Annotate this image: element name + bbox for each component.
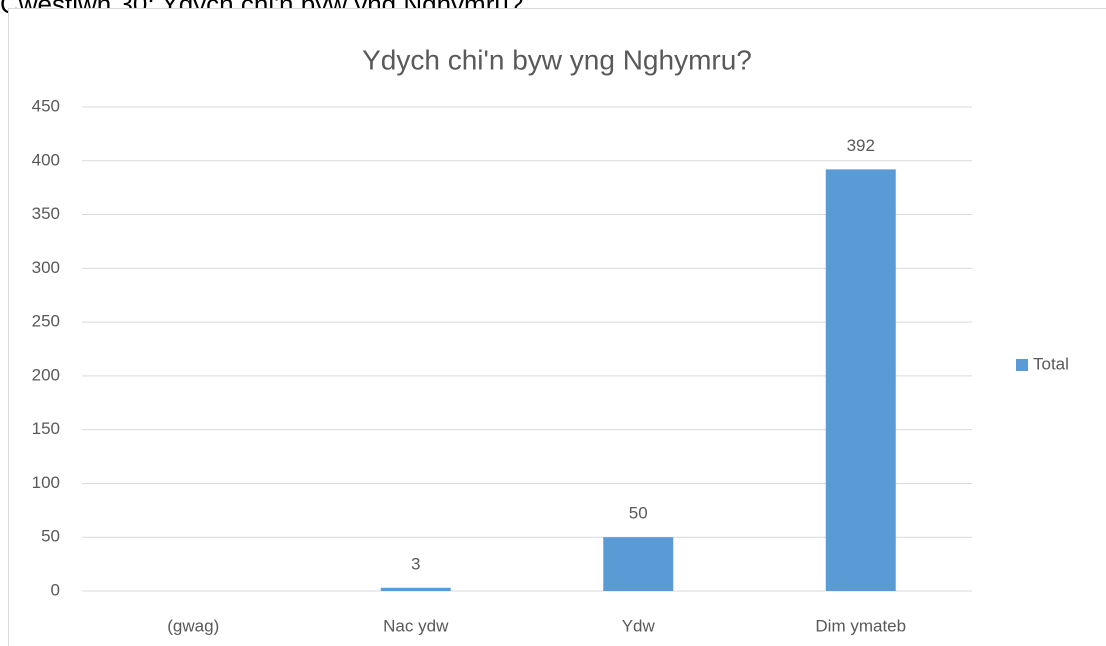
chart-frame	[8, 8, 1106, 646]
y-tick-label: 50	[41, 527, 60, 546]
x-tick-label: (gwag)	[167, 616, 219, 635]
legend-swatch	[1016, 359, 1028, 371]
data-label: 50	[629, 504, 648, 523]
legend-label: Total	[1033, 354, 1069, 373]
y-tick-label: 100	[32, 473, 60, 492]
y-tick-label: 300	[32, 258, 60, 277]
bar	[380, 587, 451, 591]
data-label: 392	[847, 136, 875, 155]
y-tick-label: 400	[32, 150, 60, 169]
bar	[825, 169, 896, 592]
x-tick-label: Ydw	[622, 616, 656, 635]
x-tick-label: Dim ymateb	[815, 616, 906, 635]
y-tick-label: 200	[32, 365, 60, 384]
y-tick-label: 0	[51, 580, 60, 599]
chart-title: Ydych chi'n byw yng Nghymru?	[362, 44, 752, 75]
data-label: 3	[411, 554, 420, 573]
x-tick-label: Nac ydw	[383, 616, 449, 635]
y-tick-label: 350	[32, 204, 60, 223]
y-tick-label: 250	[32, 312, 60, 331]
y-tick-label: 450	[32, 96, 60, 115]
bar	[603, 537, 674, 591]
y-tick-label: 150	[32, 419, 60, 438]
